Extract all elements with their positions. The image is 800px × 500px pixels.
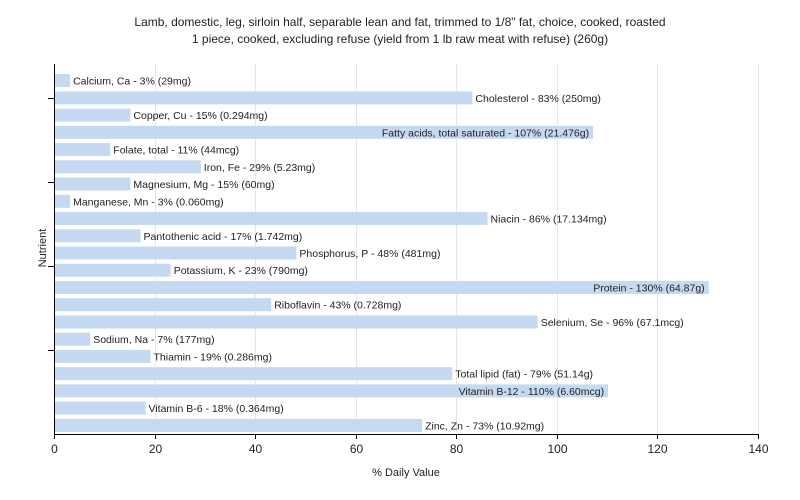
bar [55, 246, 297, 260]
bar [55, 125, 594, 139]
x-tick-label: 140 [748, 442, 768, 456]
bar [55, 418, 423, 432]
data-label: Phosphorus, P - 48% (481mg) [299, 248, 440, 260]
bar [55, 91, 473, 105]
bar [55, 367, 453, 381]
x-tick-label: 120 [647, 442, 667, 456]
y-axis-title: Nutrient [37, 229, 49, 268]
data-label: Thiamin - 19% (0.286mg) [154, 351, 272, 363]
bar [55, 177, 131, 191]
chart-title-line-1: Lamb, domestic, leg, sirloin half, separ… [134, 15, 666, 29]
data-label: Sodium, Na - 7% (177mg) [93, 334, 214, 346]
axes: 0 20 40 60 80 100 120 140 [48, 64, 769, 456]
data-label: Cholesterol - 83% (250mg) [475, 93, 600, 105]
bar [55, 401, 146, 415]
data-label: Total lipid (fat) - 79% (51.14g) [455, 369, 593, 381]
data-label: Copper, Cu - 15% (0.294mg) [133, 110, 267, 122]
x-tick-label: 0 [51, 442, 58, 456]
chart-title: Lamb, domestic, leg, sirloin half, separ… [0, 14, 800, 48]
x-tick-label: 80 [450, 442, 464, 456]
bar [55, 74, 71, 88]
x-tick-label: 40 [249, 442, 263, 456]
data-label: Iron, Fe - 29% (5.23mg) [204, 162, 315, 174]
bar [55, 194, 71, 208]
x-tick-label: 60 [350, 442, 364, 456]
data-label: Pantothenic acid - 17% (1.742mg) [144, 231, 303, 243]
data-label: Potassium, K - 23% (790mg) [174, 265, 308, 277]
bar [55, 332, 91, 346]
x-axis-title: % Daily Value [372, 467, 440, 479]
x-tick-label: 20 [149, 442, 163, 456]
data-label: Folate, total - 11% (44mcg) [113, 145, 239, 157]
data-label: Manganese, Mn - 3% (0.060mg) [73, 196, 224, 208]
data-label: Riboflavin - 43% (0.728mg) [274, 300, 401, 312]
x-tick-label: 100 [547, 442, 567, 456]
bar [55, 315, 538, 329]
bar [55, 160, 201, 174]
bar [55, 108, 131, 122]
bar [55, 298, 272, 312]
data-label: Niacin - 86% (17.134mg) [491, 214, 607, 226]
data-label: Fatty acids, total saturated - 107% (21.… [382, 127, 589, 139]
bars: Calcium, Ca - 3% (29mg) Cholesterol - 83%… [55, 74, 709, 432]
data-label: Vitamin B-12 - 110% (6.60mcg) [459, 386, 605, 398]
bar [55, 349, 151, 363]
bar [55, 143, 111, 157]
data-label: Zinc, Zn - 73% (10.92mg) [425, 420, 544, 432]
bar [55, 263, 171, 277]
data-label: Vitamin B-6 - 18% (0.364mg) [149, 403, 284, 415]
bar [55, 212, 488, 225]
bar [55, 384, 609, 398]
bar [55, 281, 709, 294]
data-label: Protein - 130% (64.87g) [593, 283, 704, 295]
chart-title-line-2: 1 piece, cooked, excluding refuse (yield… [191, 32, 609, 46]
data-label: Magnesium, Mg - 15% (60mg) [133, 179, 274, 191]
data-label: Calcium, Ca - 3% (29mg) [73, 76, 191, 88]
data-label: Selenium, Se - 96% (67.1mcg) [541, 317, 684, 329]
bar [55, 229, 141, 243]
